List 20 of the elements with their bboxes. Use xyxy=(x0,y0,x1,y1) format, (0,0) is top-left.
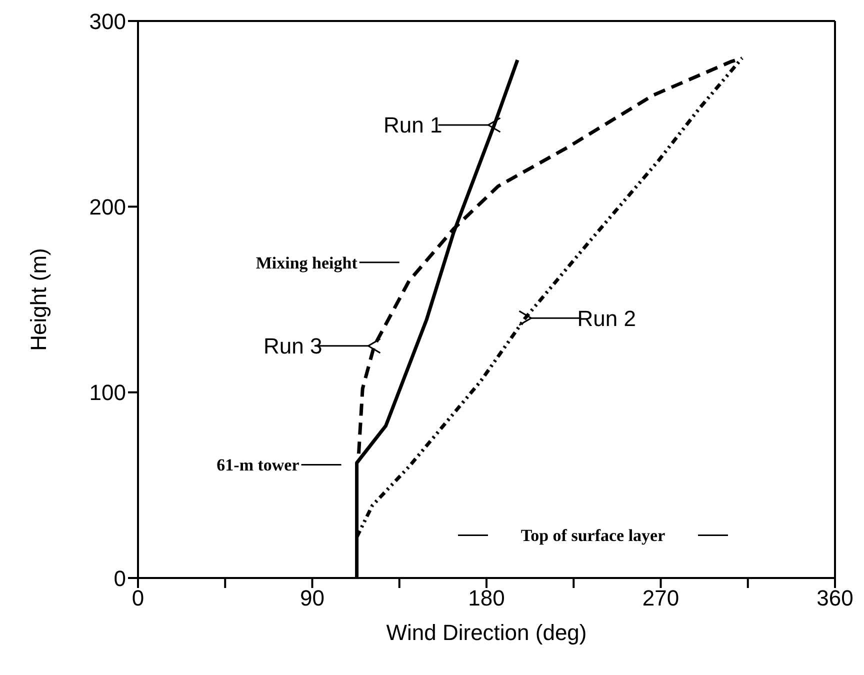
point xyxy=(518,310,532,326)
x-axis-title: Wind Direction (deg) xyxy=(386,620,587,645)
point xyxy=(367,338,381,354)
y-tick-label: 100 xyxy=(89,380,126,406)
y-tick-label: 0 xyxy=(114,566,126,591)
legend-label: Run 1 xyxy=(384,112,442,138)
legend-label: Run 3 xyxy=(263,334,322,359)
y-axis-title: Height (m) xyxy=(26,248,51,351)
annotation: Mixing height xyxy=(256,253,358,272)
y-tick-label: 200 xyxy=(89,194,126,220)
x-tick-label: 180 xyxy=(468,586,505,611)
x-tick-label: 90 xyxy=(300,586,324,611)
series-label: Run 2 xyxy=(577,306,636,331)
annotation: Top of surface layer xyxy=(520,526,666,546)
y-tick-label: 300 xyxy=(89,8,126,34)
x-tick-label: 270 xyxy=(642,586,680,611)
x-tick-label: 0 xyxy=(132,586,144,611)
x-tick-label: 360 xyxy=(816,586,854,611)
annotation: 61-m tower xyxy=(216,456,300,475)
point xyxy=(487,117,501,133)
